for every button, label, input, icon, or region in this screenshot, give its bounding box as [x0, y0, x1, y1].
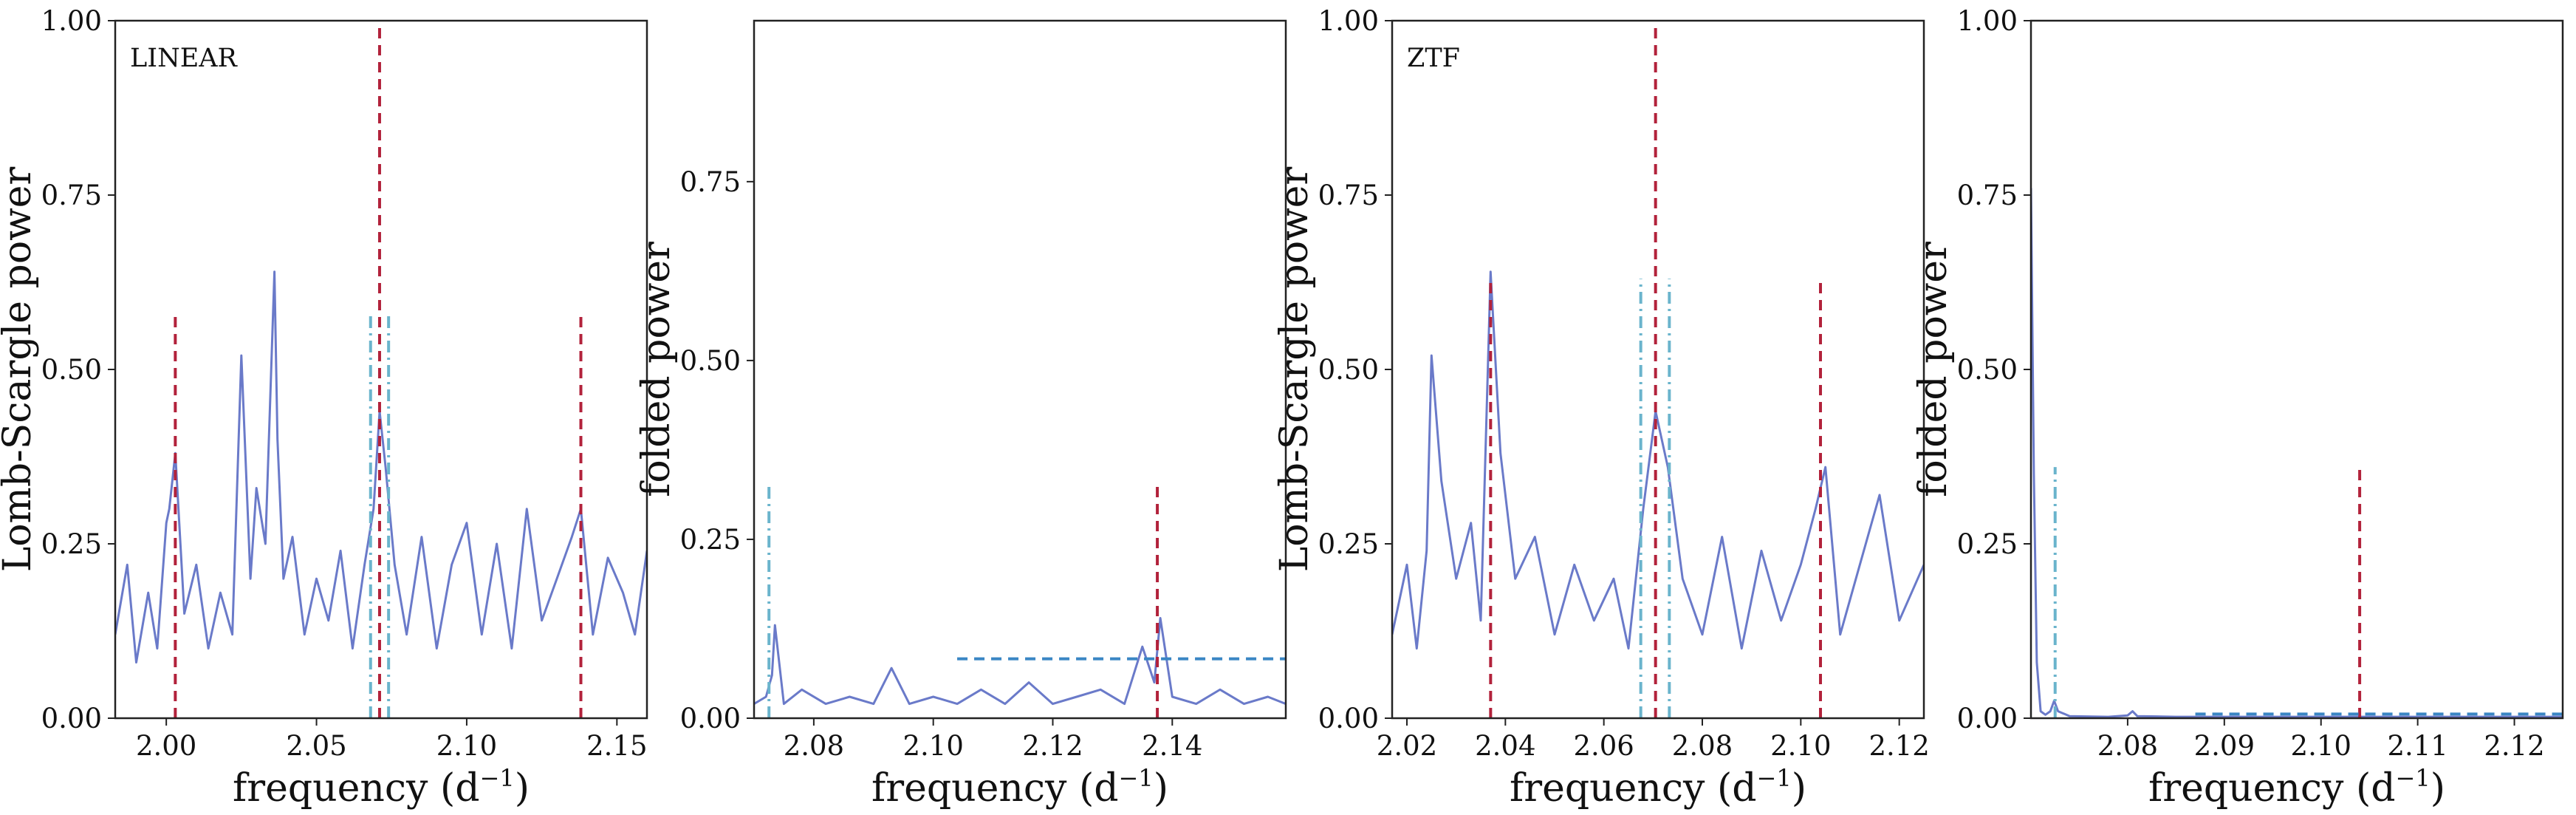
- x-axis-label: frequency (d−1): [2148, 764, 2445, 811]
- series-line-1: [2031, 188, 2563, 718]
- chart-panel-1: 2.00 2.05 2.10 2.15 0.00 0.25 0.50 0.75 1.00 freq…: [0, 5, 648, 811]
- series-line-1: [115, 270, 647, 664]
- x-axis-label-unit: d: [455, 766, 479, 811]
- x-tick-label: 2.10: [2291, 730, 2351, 762]
- x-axis-label-close: ): [1154, 766, 1168, 811]
- x-tick-label: 2.10: [1770, 730, 1831, 762]
- x-tick-label: 2.14: [1142, 730, 1202, 762]
- x-axis-label-unit: d: [2371, 766, 2395, 811]
- y-tick-label: 0.25: [41, 528, 102, 560]
- plot-area: [1392, 21, 1924, 718]
- x-axis-label-exponent: −1: [2396, 764, 2431, 792]
- y-axis-label: folded power: [1911, 242, 1956, 497]
- chart-panel-3: 2.02 2.04 2.06 2.08 2.10 2.12 0.00 0.25 0.50 0.75…: [1272, 5, 1930, 811]
- x-tick-label: 2.08: [784, 730, 844, 762]
- x-tick-label: 2.08: [1672, 730, 1733, 762]
- plot-area: [754, 482, 1286, 718]
- x-tick-label: 2.02: [1377, 730, 1437, 762]
- axes-frame: [1391, 19, 1925, 720]
- series-line-1: [1392, 270, 1924, 650]
- y-tick-label: 0.75: [1318, 180, 1379, 211]
- x-tick-label: 2.11: [2387, 730, 2447, 762]
- x-axis-label: frequency (d−1): [871, 764, 1168, 811]
- axes-frame: [2029, 19, 2564, 720]
- panel-tag: LINEAR: [130, 44, 239, 73]
- series-line-1: [754, 617, 1286, 706]
- x-axis-label-text: frequency (: [871, 766, 1094, 811]
- y-tick-label: 1.00: [1957, 5, 2018, 37]
- y-tick-label: 0.00: [680, 703, 741, 734]
- y-tick-label: 0.75: [680, 166, 741, 198]
- axes-frame: [114, 19, 648, 720]
- x-axis-label-exponent: −1: [1757, 764, 1792, 792]
- x-tick-label: 2.12: [2484, 730, 2544, 762]
- y-axis-label: folded power: [634, 242, 679, 497]
- x-axis-label-exponent: −1: [1119, 764, 1154, 792]
- x-axis-label-unit: d: [1094, 766, 1118, 811]
- y-tick-label: 0.75: [41, 180, 102, 211]
- x-axis-label-close: ): [2431, 766, 2445, 811]
- y-tick-label: 0.25: [1318, 528, 1379, 560]
- y-tick-label: 0.00: [1318, 703, 1379, 734]
- chart-panel-4: 2.08 2.09 2.10 2.11 2.12 0.00 0.25 0.50 0.75 1.00…: [1911, 5, 2564, 811]
- y-tick-label: 0.50: [41, 354, 102, 386]
- y-tick-label: 1.00: [1318, 5, 1379, 37]
- y-tick-label: 0.00: [1957, 703, 2018, 734]
- y-tick-label: 0.50: [680, 345, 741, 377]
- x-axis-label-close: ): [515, 766, 530, 811]
- plot-area: [2031, 188, 2563, 718]
- x-axis-label-text: frequency (: [2148, 766, 2371, 811]
- x-tick-label: 2.10: [436, 730, 497, 762]
- x-axis-label-exponent: −1: [480, 764, 515, 792]
- x-tick-label: 2.08: [2097, 730, 2158, 762]
- y-tick-label: 0.50: [1957, 354, 2018, 386]
- x-tick-label: 2.09: [2194, 730, 2255, 762]
- x-tick-label: 2.10: [903, 730, 964, 762]
- x-tick-label: 2.00: [136, 730, 196, 762]
- x-tick-label: 2.06: [1573, 730, 1634, 762]
- y-tick-label: 0.25: [680, 524, 741, 556]
- axes-frame: [753, 19, 1287, 720]
- x-tick-label: 2.12: [1868, 730, 1929, 762]
- x-axis-label-close: ): [1792, 766, 1806, 811]
- plot-area: [115, 21, 647, 718]
- y-axis-label: Lomb-Scargle power: [1272, 167, 1317, 573]
- x-axis-label-unit: d: [1732, 766, 1756, 811]
- chart-panel-2: 2.08 2.10 2.12 2.14 0.00 0.25 0.50 0.75 frequenc…: [634, 19, 1287, 811]
- x-axis-label: frequency (d−1): [233, 764, 530, 811]
- y-tick-label: 0.75: [1957, 180, 2018, 211]
- x-tick-label: 2.05: [286, 730, 346, 762]
- x-axis-label: frequency (d−1): [1510, 764, 1806, 811]
- x-axis-label-text: frequency (: [1510, 766, 1732, 811]
- y-tick-label: 1.00: [41, 5, 102, 37]
- y-tick-label: 0.50: [1318, 354, 1379, 386]
- y-axis-label: Lomb-Scargle power: [0, 167, 40, 573]
- x-tick-label: 2.15: [586, 730, 647, 762]
- x-axis-label-text: frequency (: [233, 766, 455, 811]
- panel-tag: ZTF: [1407, 44, 1460, 73]
- y-tick-label: 0.25: [1957, 528, 2018, 560]
- x-tick-label: 2.12: [1022, 730, 1083, 762]
- y-tick-label: 0.00: [41, 703, 102, 734]
- x-tick-label: 2.04: [1475, 730, 1535, 762]
